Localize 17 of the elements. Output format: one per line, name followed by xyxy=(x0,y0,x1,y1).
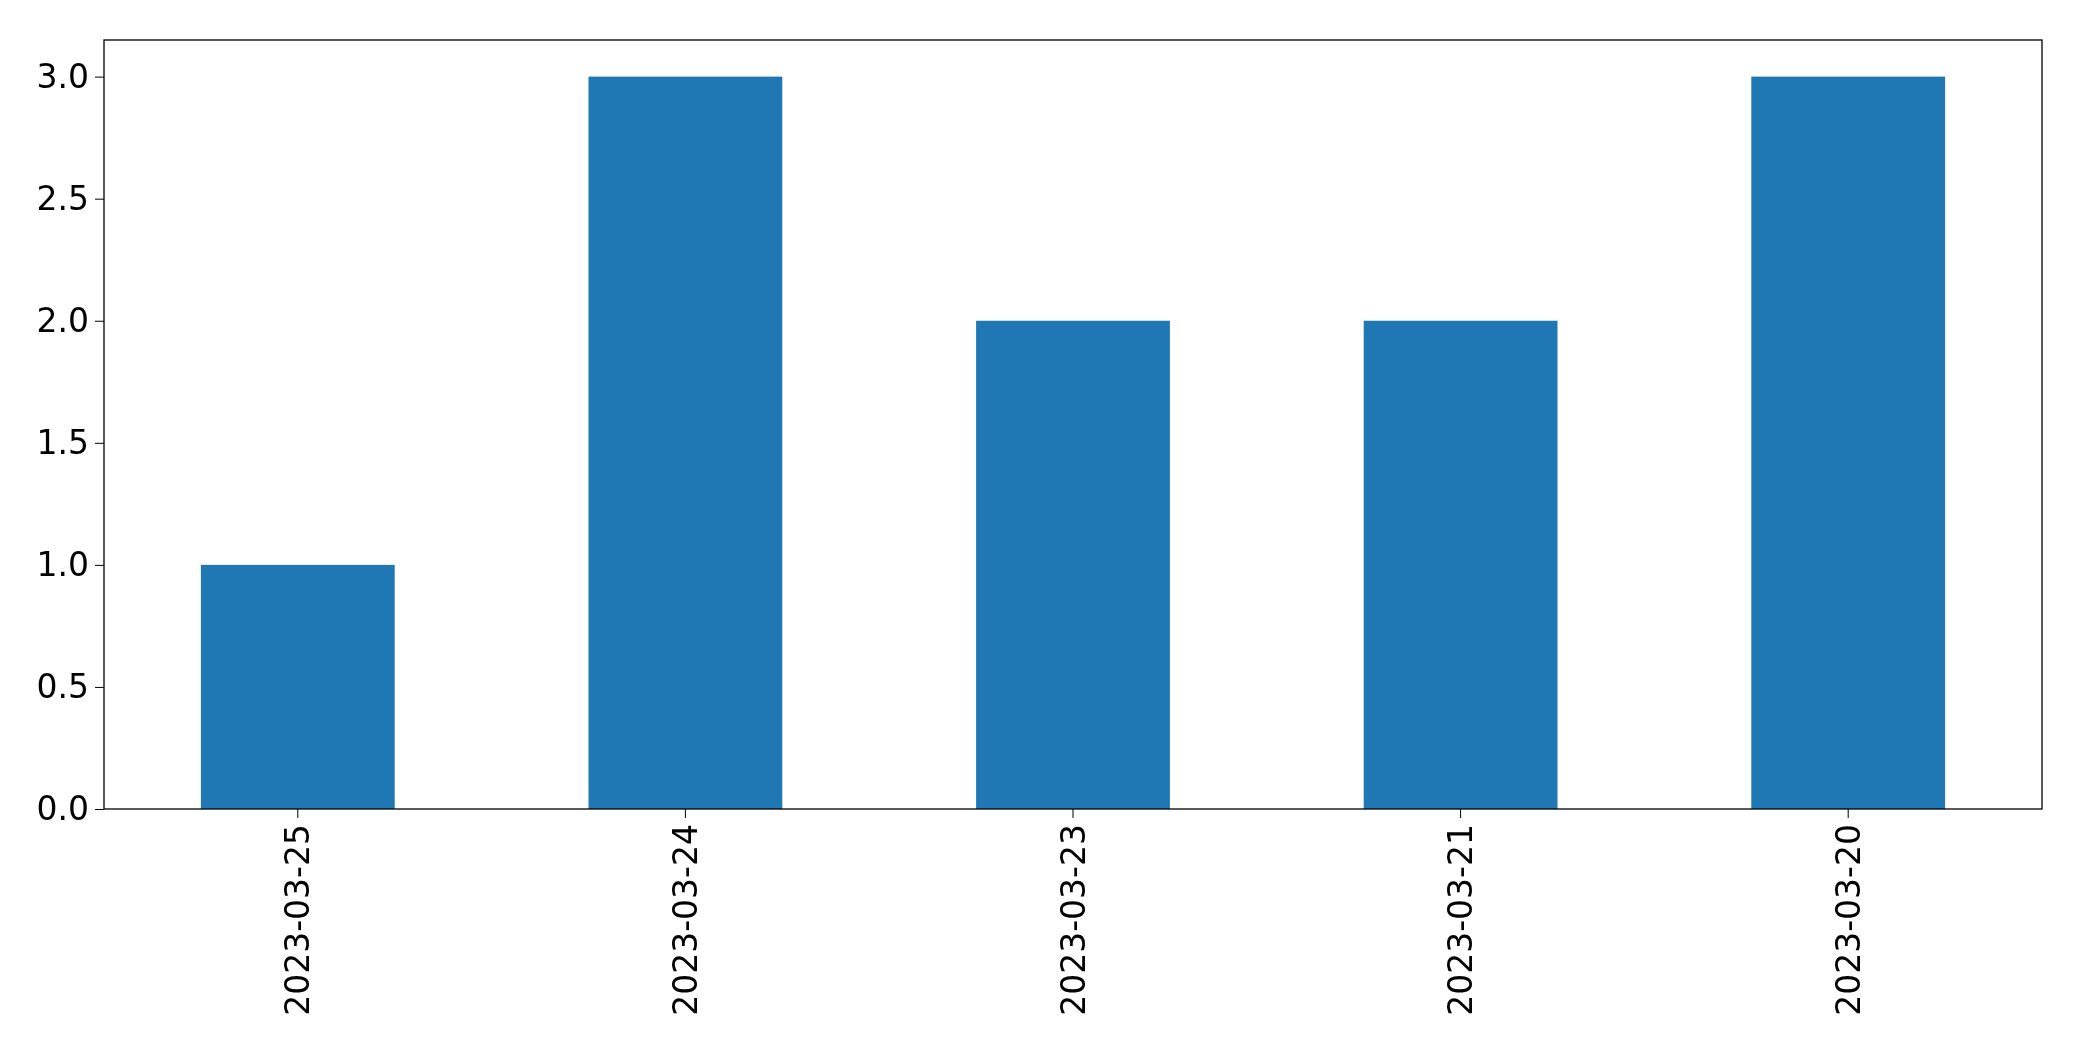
bar xyxy=(976,320,1170,809)
bar xyxy=(1751,76,1946,809)
y-tick-label: 1.5 xyxy=(36,422,89,462)
y-tick-label: 0.5 xyxy=(36,667,89,706)
y-tick-label: 2.5 xyxy=(36,178,89,218)
x-tick-label: 2023-03-24 xyxy=(665,824,705,1016)
bar xyxy=(588,76,783,809)
x-tick-label: 2023-03-23 xyxy=(1053,824,1093,1016)
bar xyxy=(200,564,395,809)
bar xyxy=(1363,320,1558,809)
y-tick-label: 1.0 xyxy=(36,544,89,584)
x-tick-label: 2023-03-21 xyxy=(1441,824,1481,1016)
y-tick-label: 0.0 xyxy=(36,789,89,829)
x-tick-label: 2023-03-20 xyxy=(1828,824,1868,1016)
y-tick-label: 2.0 xyxy=(36,300,89,340)
x-tick-label: 2023-03-25 xyxy=(278,824,318,1016)
y-tick-label: 3.0 xyxy=(36,56,89,96)
